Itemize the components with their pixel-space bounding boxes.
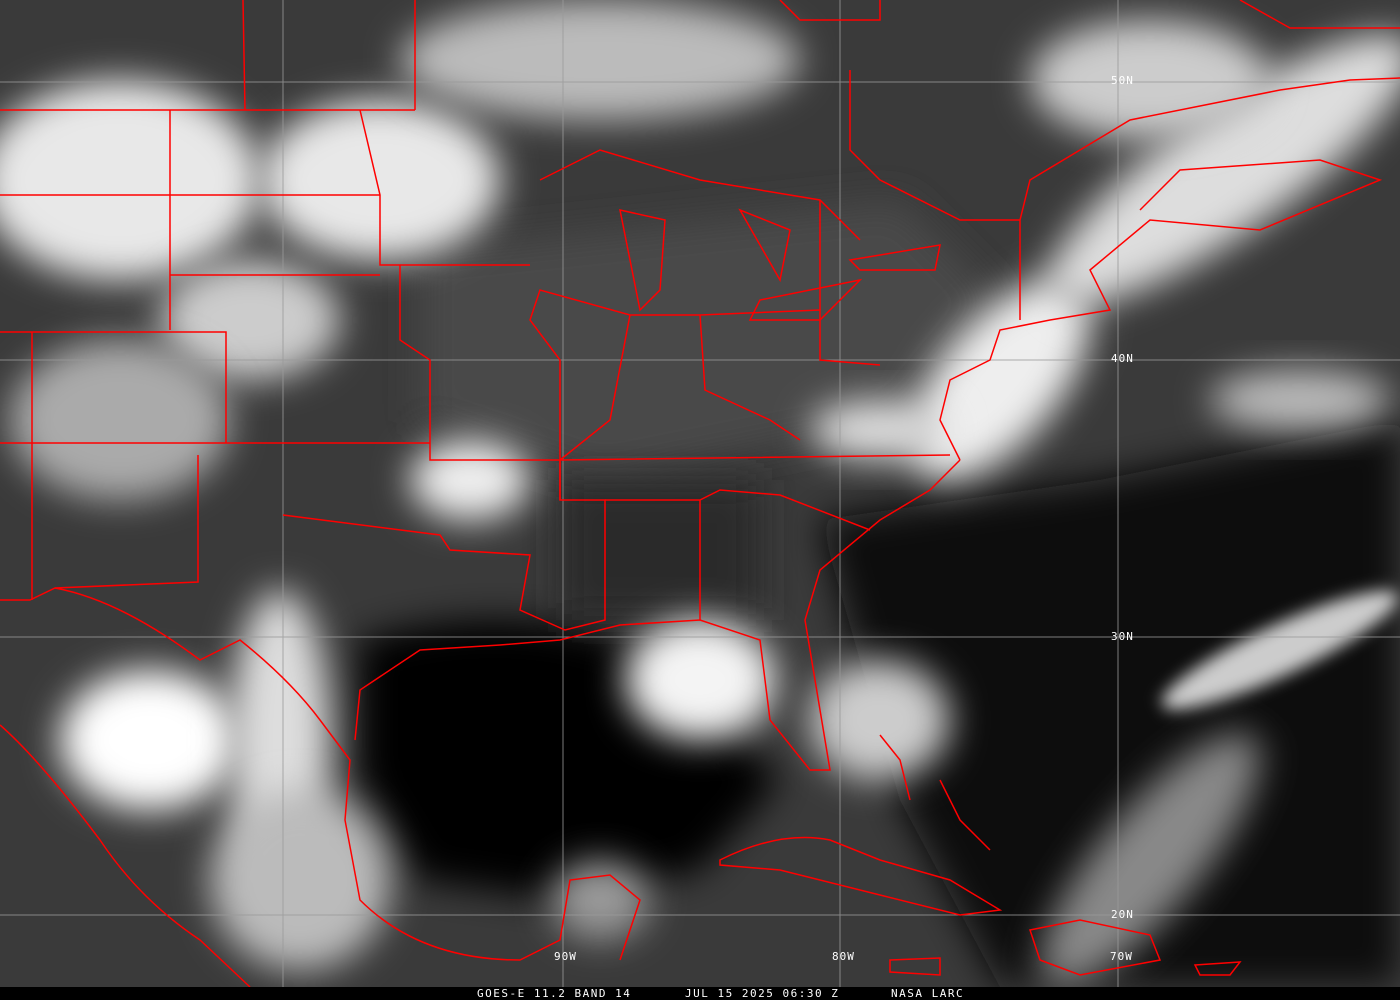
caption-bar: GOES-E 11.2 BAND 14 JUL 15 2025 06:30 Z …: [0, 987, 1400, 1000]
lat-label-20n: 20N: [1111, 908, 1134, 921]
caption-source: NASA LARC: [891, 987, 965, 1000]
lat-label-40n: 40N: [1111, 352, 1134, 365]
lat-label-30n: 30N: [1111, 630, 1134, 643]
lon-label-70w: 70W: [1110, 950, 1133, 963]
lon-label-90w: 90W: [554, 950, 577, 963]
caption-datetime: JUL 15 2025 06:30 Z: [685, 987, 840, 1000]
lat-label-50n: 50N: [1111, 74, 1134, 87]
lon-label-80w: 80W: [832, 950, 855, 963]
caption-product: GOES-E 11.2 BAND 14: [477, 987, 632, 1000]
